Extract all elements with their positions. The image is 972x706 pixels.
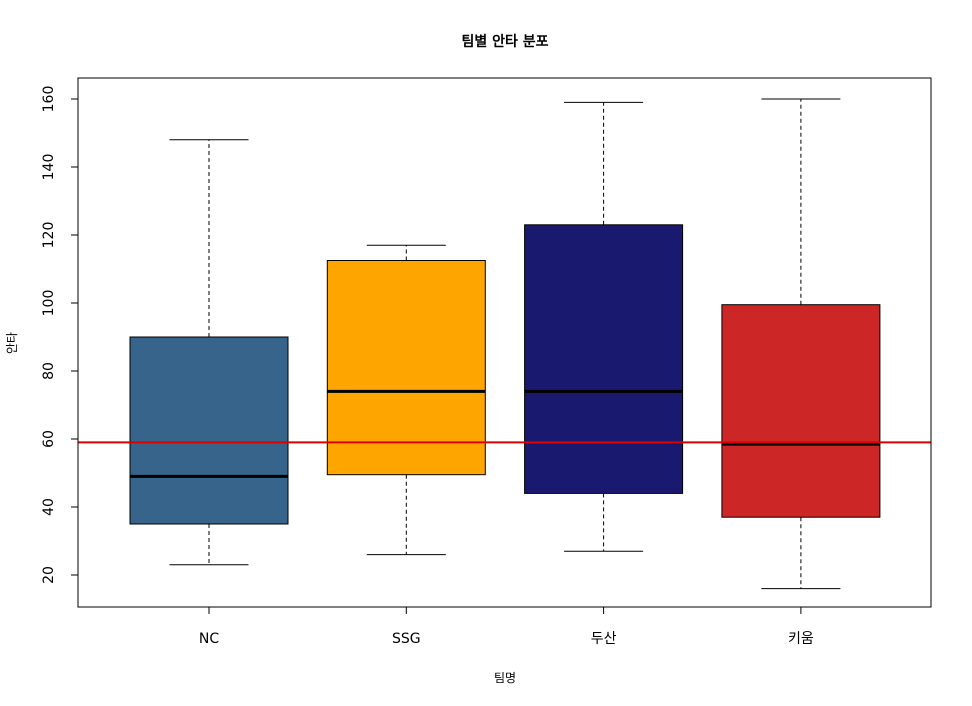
boxes — [129, 98, 881, 590]
x-axis: NC SSG 두산 키움 — [199, 606, 814, 647]
y-tick-label: 140 — [41, 154, 57, 181]
box-2 — [524, 101, 684, 552]
y-tick-label: 80 — [41, 362, 57, 380]
plot-frame — [77, 77, 932, 608]
box-1 — [326, 244, 486, 556]
box-body — [129, 336, 289, 525]
y-axis: 20 40 60 80 100 120 140 160 — [41, 86, 79, 584]
y-axis-label: 안타 — [5, 332, 19, 354]
box-body — [721, 304, 881, 518]
y-tick-label: 160 — [41, 86, 57, 113]
y-tick-label: 120 — [41, 222, 57, 249]
box-3 — [721, 98, 881, 590]
y-tick-label: 60 — [41, 430, 57, 448]
y-tick-label: 20 — [41, 566, 57, 584]
box-body — [524, 224, 684, 494]
chart-title: 팀별 안타 분포 — [461, 33, 548, 50]
x-tick-label: 키움 — [788, 631, 814, 647]
x-tick-label: 두산 — [591, 631, 617, 647]
y-tick-label: 100 — [41, 290, 57, 317]
x-tick-label: SSG — [392, 631, 421, 647]
y-tick-label: 40 — [41, 498, 57, 516]
box-0 — [129, 139, 289, 566]
x-axis-label: 팀명 — [494, 671, 516, 685]
x-tick-label: NC — [199, 631, 219, 647]
box-body — [326, 260, 486, 476]
